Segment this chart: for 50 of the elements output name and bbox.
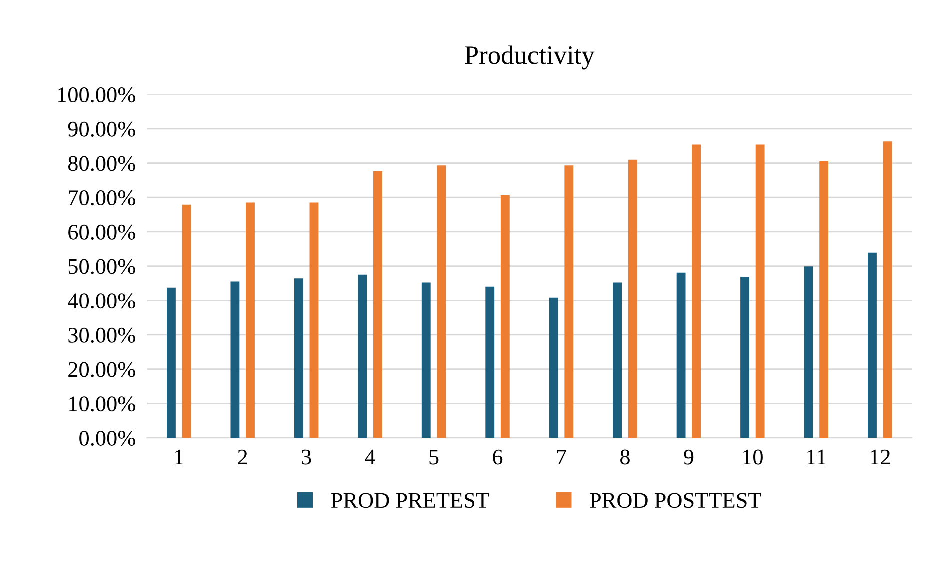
legend-label: PROD PRETEST [331, 493, 490, 508]
y-tick-label: 70.00% [69, 190, 136, 206]
bar [549, 298, 558, 438]
x-tick-label: 6 [493, 450, 503, 465]
y-tick-label: 90.00% [68, 122, 136, 137]
x-tick-label: 5 [430, 450, 439, 465]
y-tick-label: 30.00% [68, 328, 136, 344]
bar [310, 202, 319, 438]
x-tick-label: 11 [808, 450, 826, 465]
bar [820, 162, 829, 438]
legend-label: PROD POSTTEST [590, 493, 762, 508]
bar [373, 172, 382, 438]
y-tick-label: 80.00% [68, 156, 136, 172]
bar [628, 160, 638, 438]
bar [294, 278, 304, 438]
y-tick-label: 10.00% [70, 396, 136, 412]
bar [500, 196, 510, 438]
bar [486, 286, 495, 438]
bar [804, 266, 814, 438]
x-tick-label: 1 [176, 450, 184, 465]
x-tick-label: 7 [557, 450, 566, 465]
y-tick-label: 100.00% [58, 88, 136, 103]
x-tick-label: 9 [684, 450, 694, 465]
x-tick-label: 2 [238, 450, 248, 465]
bar [167, 288, 176, 438]
bar [868, 252, 877, 438]
bar [422, 282, 431, 438]
bar [613, 282, 622, 438]
bar [230, 282, 240, 438]
bar [692, 144, 702, 438]
y-tick-label: 50.00% [68, 259, 136, 274]
bar [182, 204, 192, 438]
x-tick-label: 10 [744, 450, 763, 465]
bar [564, 166, 574, 438]
x-tick-label: 12 [870, 450, 890, 465]
y-tick-label: 20.00% [68, 362, 136, 378]
x-tick-label: 3 [302, 450, 312, 465]
y-tick-label: 60.00% [68, 224, 136, 240]
x-tick-label: 8 [620, 450, 630, 465]
bar [676, 272, 686, 438]
bar [740, 276, 750, 438]
bar [358, 274, 368, 438]
bar [883, 142, 892, 438]
bar [437, 166, 446, 438]
x-tick-label: 4 [365, 450, 376, 465]
y-tick-label: 0.00% [80, 430, 136, 446]
bar [756, 144, 765, 438]
y-tick-label: 40.00% [68, 294, 136, 309]
chart-title: Productivity [465, 46, 595, 70]
bar [246, 202, 255, 438]
